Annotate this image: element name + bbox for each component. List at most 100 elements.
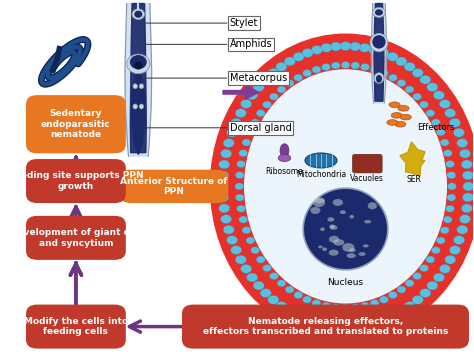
Circle shape — [380, 296, 388, 303]
Ellipse shape — [375, 9, 383, 16]
Circle shape — [463, 182, 474, 191]
Circle shape — [223, 138, 234, 147]
Circle shape — [370, 300, 379, 307]
Ellipse shape — [398, 105, 409, 111]
Ellipse shape — [320, 228, 325, 231]
Circle shape — [302, 315, 313, 324]
Circle shape — [359, 321, 370, 329]
Circle shape — [246, 91, 258, 100]
FancyBboxPatch shape — [182, 305, 469, 349]
Circle shape — [321, 64, 330, 71]
Ellipse shape — [368, 202, 377, 209]
Ellipse shape — [349, 215, 354, 219]
Circle shape — [223, 225, 234, 234]
Text: Development of giant cell
and syncytium: Development of giant cell and syncytium — [10, 228, 142, 247]
Circle shape — [446, 205, 455, 212]
Circle shape — [433, 273, 445, 282]
Ellipse shape — [134, 11, 142, 18]
Ellipse shape — [373, 7, 385, 17]
FancyBboxPatch shape — [26, 159, 126, 203]
Polygon shape — [135, 75, 141, 85]
Circle shape — [412, 295, 423, 304]
Text: Vacuoles: Vacuoles — [350, 174, 384, 183]
Circle shape — [219, 204, 230, 213]
Circle shape — [312, 66, 321, 73]
Circle shape — [440, 139, 449, 146]
Text: Stylet: Stylet — [230, 18, 258, 28]
Circle shape — [405, 86, 414, 93]
Circle shape — [439, 264, 450, 273]
Circle shape — [294, 74, 302, 81]
Circle shape — [321, 43, 332, 52]
Circle shape — [251, 247, 260, 254]
Ellipse shape — [318, 245, 323, 248]
Ellipse shape — [280, 144, 289, 157]
Circle shape — [369, 45, 380, 54]
Circle shape — [419, 75, 431, 84]
Circle shape — [293, 52, 304, 61]
Ellipse shape — [329, 224, 335, 229]
Ellipse shape — [328, 250, 338, 256]
Circle shape — [396, 307, 407, 316]
Circle shape — [256, 256, 265, 263]
Circle shape — [463, 193, 474, 202]
Text: Sedentary
endoparasitic
nematode: Sedentary endoparasitic nematode — [41, 109, 111, 139]
Circle shape — [387, 52, 398, 61]
Circle shape — [445, 109, 456, 118]
Circle shape — [217, 182, 228, 191]
Circle shape — [419, 101, 428, 108]
Circle shape — [227, 128, 237, 137]
Circle shape — [311, 45, 322, 54]
Circle shape — [253, 281, 264, 290]
Circle shape — [260, 289, 271, 297]
Circle shape — [454, 128, 465, 137]
Circle shape — [241, 264, 252, 273]
Text: Dorsal gland: Dorsal gland — [230, 123, 292, 133]
Circle shape — [427, 83, 438, 92]
FancyBboxPatch shape — [26, 305, 126, 349]
Ellipse shape — [389, 102, 400, 108]
Circle shape — [449, 118, 461, 127]
Text: Anterior Structure of
PPN: Anterior Structure of PPN — [120, 177, 228, 196]
Circle shape — [387, 312, 398, 321]
Circle shape — [459, 149, 471, 158]
Text: Amphids: Amphids — [230, 39, 272, 49]
Circle shape — [220, 149, 232, 158]
Ellipse shape — [374, 73, 384, 83]
Circle shape — [440, 227, 449, 234]
Ellipse shape — [133, 104, 137, 109]
Circle shape — [459, 215, 471, 224]
Circle shape — [219, 160, 230, 169]
Circle shape — [461, 204, 473, 213]
Polygon shape — [130, 4, 146, 153]
Circle shape — [276, 62, 287, 71]
Circle shape — [270, 273, 278, 280]
Circle shape — [230, 246, 242, 255]
Circle shape — [449, 246, 461, 255]
Circle shape — [389, 291, 397, 299]
Ellipse shape — [278, 154, 291, 162]
Text: Nucleus: Nucleus — [328, 278, 364, 286]
Circle shape — [218, 193, 228, 202]
Circle shape — [436, 129, 445, 136]
Circle shape — [321, 302, 330, 309]
Ellipse shape — [333, 239, 344, 246]
Text: SER: SER — [406, 175, 421, 184]
Ellipse shape — [127, 54, 150, 74]
Text: Effectors: Effectors — [417, 123, 454, 132]
Ellipse shape — [305, 153, 337, 168]
Circle shape — [246, 129, 255, 136]
Ellipse shape — [228, 51, 464, 321]
Circle shape — [235, 255, 246, 264]
Circle shape — [359, 43, 370, 52]
Circle shape — [419, 264, 428, 272]
Circle shape — [241, 99, 252, 108]
Circle shape — [361, 302, 370, 309]
Circle shape — [285, 286, 294, 293]
Circle shape — [439, 99, 450, 108]
Ellipse shape — [328, 217, 334, 222]
Circle shape — [251, 119, 260, 126]
Circle shape — [284, 57, 295, 66]
Circle shape — [454, 236, 465, 245]
Ellipse shape — [130, 55, 147, 69]
